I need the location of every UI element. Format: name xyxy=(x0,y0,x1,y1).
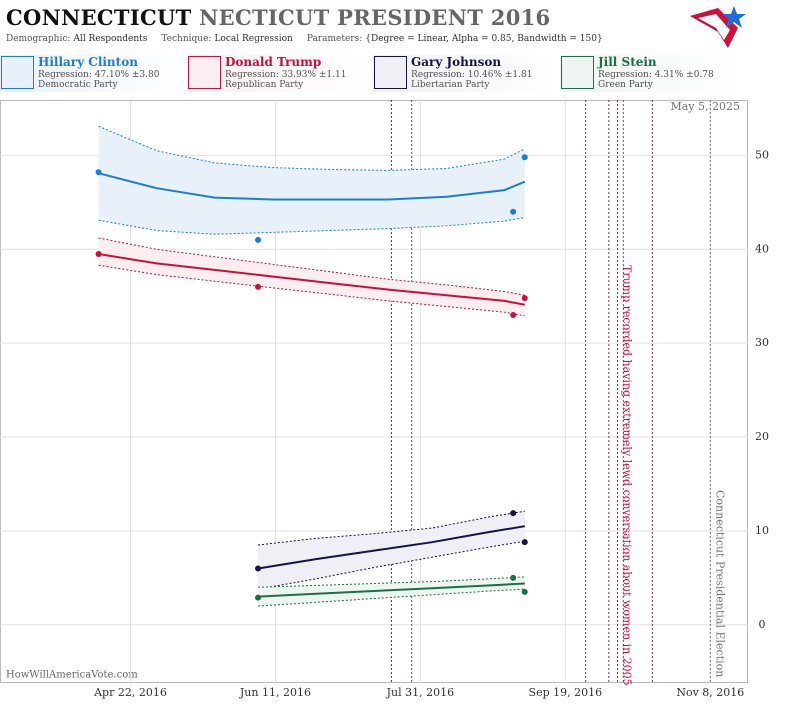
param-value: All Respondents xyxy=(73,34,148,44)
y-tick-label: 50 xyxy=(755,148,769,161)
legend-party: Democratic Party xyxy=(38,80,118,90)
poll-point xyxy=(255,565,262,572)
trend-line xyxy=(98,172,526,201)
legend-item: Donald Trump Regression: 33.93% ±1.11 Repu… xyxy=(187,55,371,92)
band-lower xyxy=(98,264,525,317)
confidence-band xyxy=(258,511,525,590)
poll-point xyxy=(255,236,262,243)
date-label: May 5, 2025 xyxy=(670,100,740,113)
x-tick-label: Apr 22, 2016 xyxy=(93,686,167,699)
trend-line xyxy=(98,253,525,306)
legend-icon xyxy=(374,56,407,89)
poll-point xyxy=(255,594,262,601)
legend-name: Jill Stein xyxy=(598,55,657,69)
plot-frame xyxy=(0,100,748,683)
poll-point xyxy=(510,574,517,581)
legend-icon xyxy=(561,56,594,89)
poll-point xyxy=(510,311,517,318)
band-upper xyxy=(98,125,526,171)
y-tick-label: 40 xyxy=(755,242,769,255)
trend-line xyxy=(257,525,525,570)
param-value: {Degree = Linear, Alpha = 0.85, Bandwidt… xyxy=(365,34,603,44)
band-lower xyxy=(257,588,525,607)
legend-party: Green Party xyxy=(598,80,653,90)
watermark: HowWillAmericaVote.com xyxy=(6,670,138,681)
x-tick-label: Jul 31, 2016 xyxy=(386,686,455,699)
poll-point xyxy=(521,154,528,161)
poll-point xyxy=(95,169,102,176)
poll-point xyxy=(521,295,528,302)
legend-name: Hillary Clinton xyxy=(38,55,138,69)
confidence-band xyxy=(98,238,525,316)
logo xyxy=(690,6,746,48)
x-tick-label: Nov 8, 2016 xyxy=(676,686,744,699)
trend-line xyxy=(257,582,525,598)
poll-point xyxy=(510,510,517,517)
band-lower xyxy=(98,216,525,235)
band-upper xyxy=(257,510,525,546)
legend-regression: Regression: 33.93% ±1.11 xyxy=(225,70,347,80)
legend-item: Gary Johnson Regression: 10.46% ±1.81 Libe… xyxy=(373,55,557,92)
event-label: Trump recorded having extremely lewd con… xyxy=(621,265,634,686)
title-rest: NECTICUT PRESIDENT 2016 xyxy=(199,5,551,30)
y-tick-label: 30 xyxy=(755,336,769,349)
legend-party: Libertarian Party xyxy=(411,80,490,90)
legend-item: Jill Stein Regression: 4.31% ±0.78 Green P… xyxy=(560,55,744,92)
param-label: Technique: xyxy=(161,34,212,44)
y-tick-label: 20 xyxy=(755,430,769,443)
legend-icon xyxy=(188,56,221,89)
confidence-band xyxy=(258,576,525,606)
y-tick-label: 0 xyxy=(759,618,766,631)
band-upper xyxy=(257,576,525,588)
event-label: Connecticut Presidential Election xyxy=(713,490,726,677)
legend-regression: Regression: 10.46% ±1.81 xyxy=(411,70,533,80)
legend-item: Hillary Clinton Regression: 47.10% ±3.80 D… xyxy=(0,55,184,92)
param-label: Demographic: xyxy=(6,34,71,44)
poll-point xyxy=(510,208,517,215)
poll-point xyxy=(255,283,262,290)
x-tick-label: Sep 19, 2016 xyxy=(529,686,603,699)
param-label: Parameters: xyxy=(306,34,363,44)
band-lower xyxy=(257,540,525,590)
params: Demographic: All Respondents Technique: Loc… xyxy=(6,34,617,44)
legend-party: Republican Party xyxy=(225,80,304,90)
y-tick-label: 10 xyxy=(755,524,769,537)
legend-name: Gary Johnson xyxy=(411,55,502,69)
poll-point xyxy=(521,588,528,595)
title-main: CONNECTICUT xyxy=(6,5,192,30)
legend-icon xyxy=(1,56,34,89)
x-tick-label: Jun 11, 2016 xyxy=(239,686,311,699)
title: CONNECTICUT NECTICUT PRESIDENT 2016 xyxy=(6,5,550,30)
poll-point xyxy=(95,250,102,257)
poll-point xyxy=(521,539,528,546)
legend-regression: Regression: 4.31% ±0.78 xyxy=(598,70,714,80)
legend-regression: Regression: 47.10% ±3.80 xyxy=(38,70,160,80)
legend-name: Donald Trump xyxy=(225,55,322,69)
confidence-band xyxy=(98,126,525,235)
param-value: Local Regression xyxy=(214,34,293,44)
